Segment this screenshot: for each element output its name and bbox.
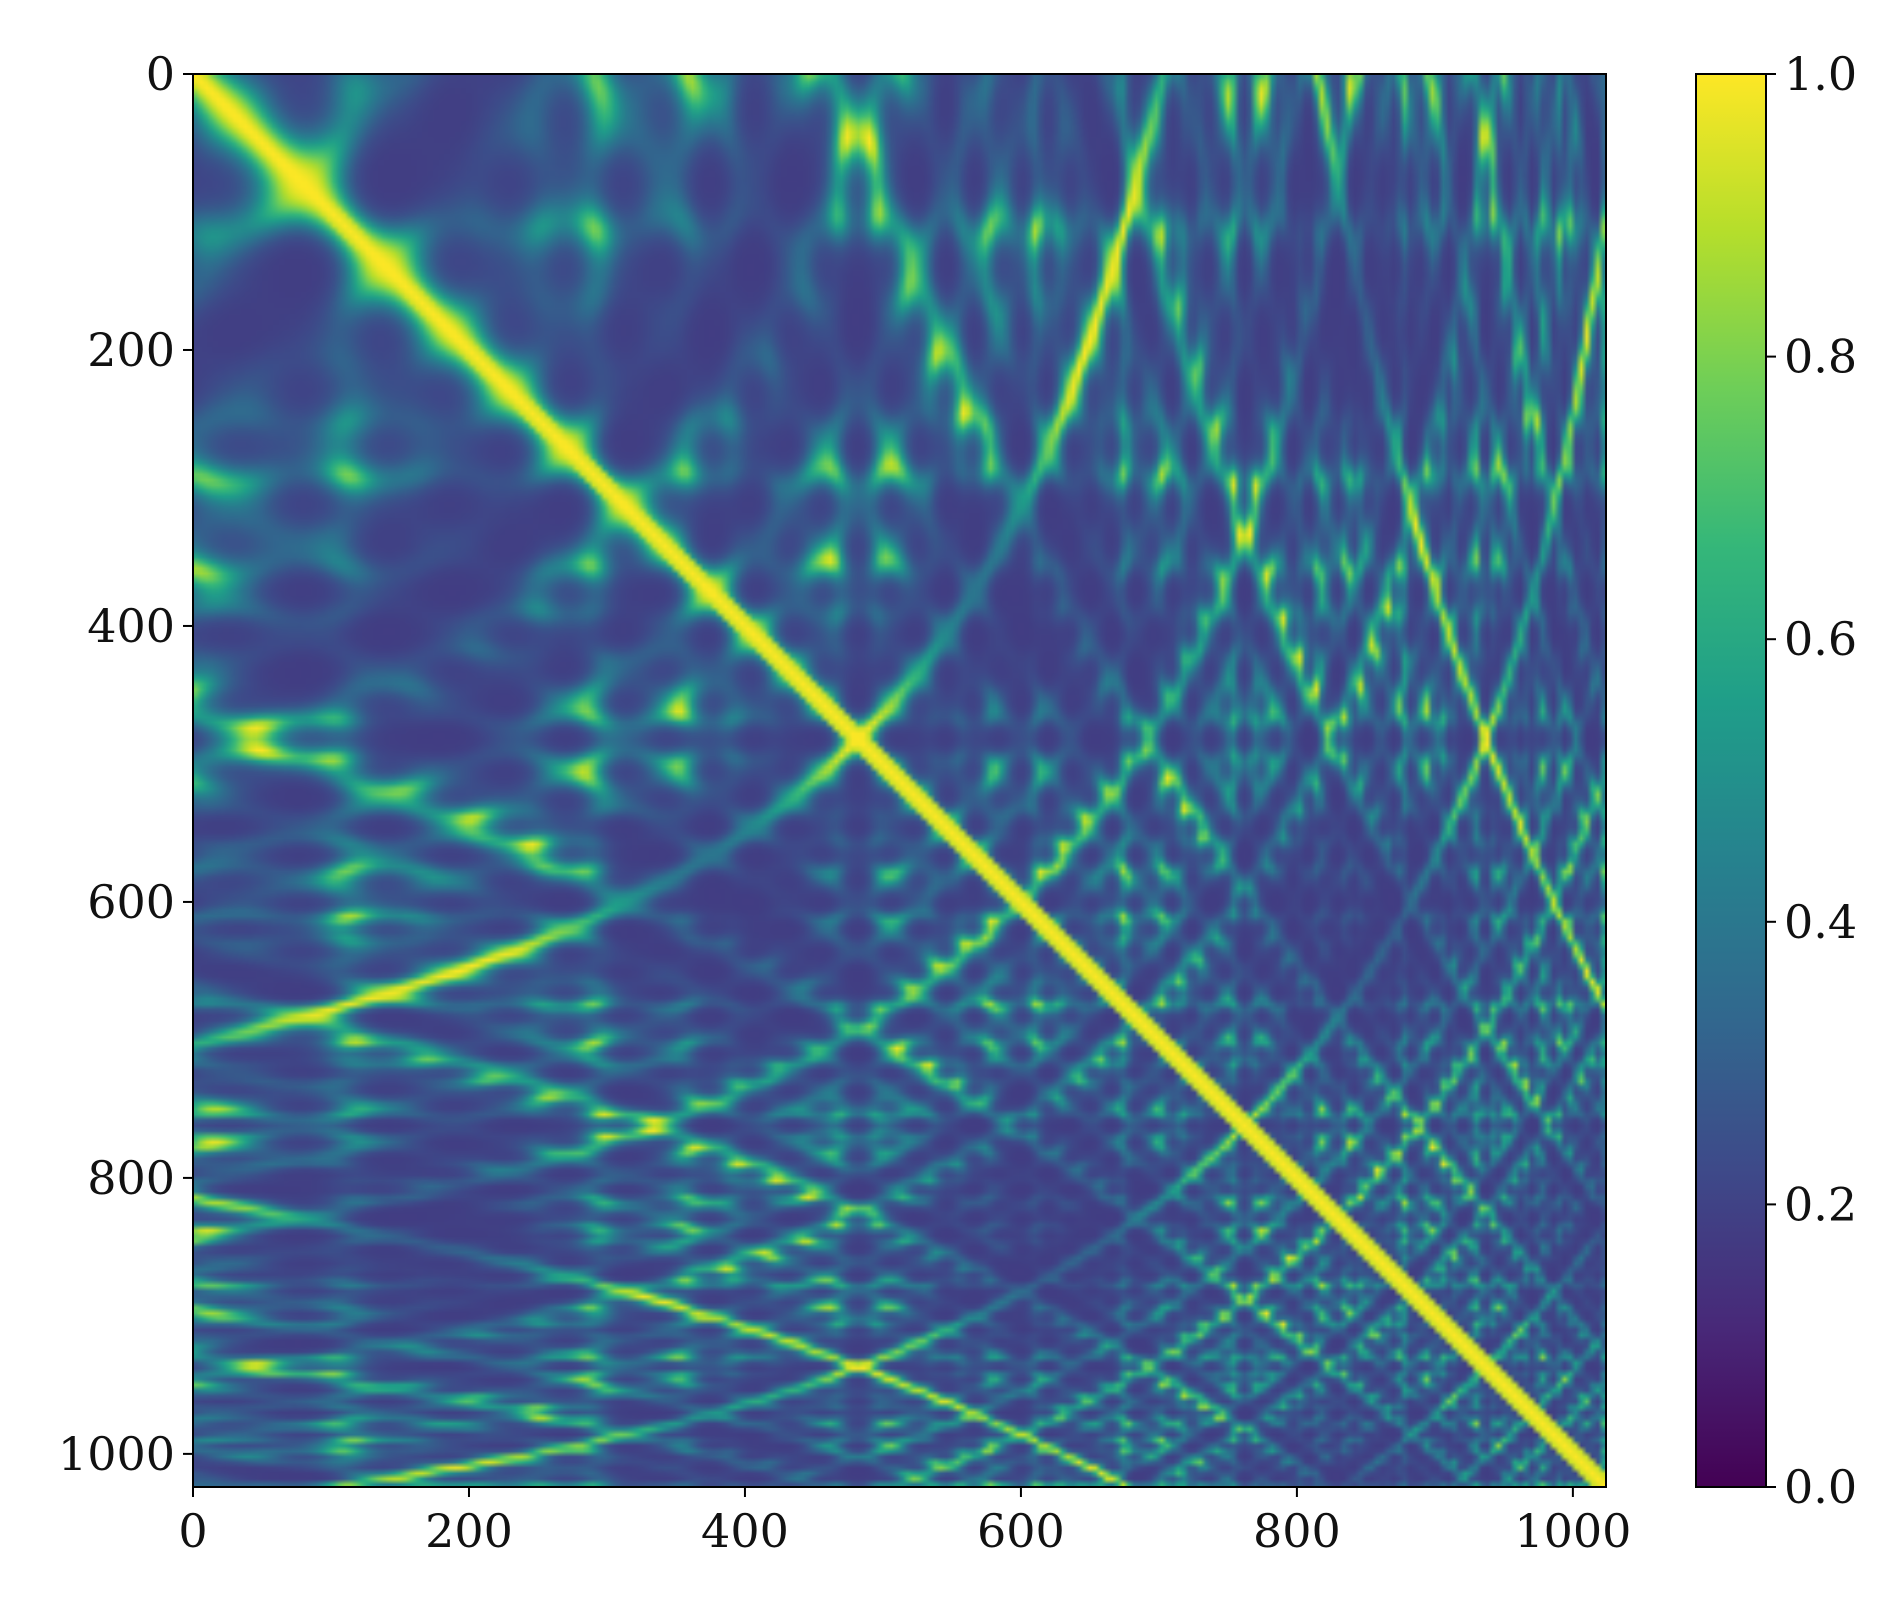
x-tick-label: 0 <box>178 1504 207 1558</box>
x-tick-label: 600 <box>977 1504 1065 1558</box>
y-tick-label: 1000 <box>58 1427 175 1481</box>
colorbar-frame <box>1695 73 1767 1488</box>
x-tick-label: 200 <box>425 1504 513 1558</box>
y-tick-label: 800 <box>87 1151 175 1205</box>
heatmap-image <box>193 74 1606 1487</box>
x-tick-label: 400 <box>701 1504 789 1558</box>
colorbar-scale <box>1696 74 1766 1487</box>
y-tick-label: 200 <box>87 323 175 377</box>
x-tick-label: 1000 <box>1514 1504 1631 1558</box>
colorbar-ticks: 0.0 0.2 0.4 0.6 0.8 1.0 <box>1766 47 1857 1514</box>
x-axis: 0 200 400 600 800 1000 <box>178 1487 1631 1558</box>
heatmap-plot-area <box>192 73 1607 1488</box>
colorbar-tick-label: 0.6 <box>1784 612 1857 666</box>
x-tick-label: 800 <box>1253 1504 1341 1558</box>
colorbar: 0.0 0.2 0.4 0.6 0.8 1.0 <box>1695 47 1857 1514</box>
y-tick-label: 0 <box>146 47 175 101</box>
y-axis: 0 200 400 600 800 1000 <box>58 47 193 1481</box>
plot-frame <box>192 73 1607 1488</box>
colorbar-tick-label: 0.0 <box>1784 1460 1857 1514</box>
y-tick-label: 400 <box>87 599 175 653</box>
colorbar-tick-label: 0.2 <box>1784 1177 1857 1231</box>
colorbar-tick-label: 0.8 <box>1784 330 1857 384</box>
colorbar-tick-label: 1.0 <box>1784 47 1857 101</box>
colorbar-tick-label: 0.4 <box>1784 895 1857 949</box>
y-tick-label: 600 <box>87 875 175 929</box>
